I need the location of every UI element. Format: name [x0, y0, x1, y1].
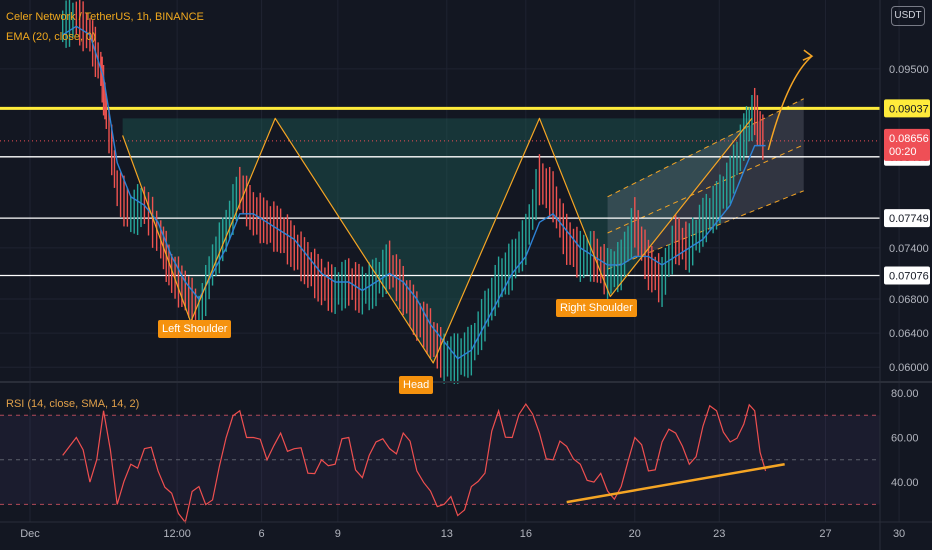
currency-button[interactable]: USDT: [891, 6, 925, 26]
rsi-tick-label: 80.00: [891, 388, 919, 400]
y-tick-label: 0.06400: [889, 328, 929, 340]
x-tick-label: Dec: [20, 528, 40, 540]
x-tick-label: 16: [520, 528, 532, 540]
y-tick-label: 0.06800: [889, 294, 929, 306]
rsi-trendline: [566, 463, 785, 504]
y-tick-label: 0.06000: [889, 362, 929, 374]
channel-area: [607, 98, 804, 270]
ema-legend[interactable]: EMA (20, close, 0): [6, 31, 96, 43]
level-tag: [884, 266, 930, 285]
symbol-legend[interactable]: Celer Network / TetherUS, 1h, BINANCE: [6, 11, 204, 23]
pattern-area: [122, 118, 752, 363]
x-tick-label: 30: [893, 528, 905, 540]
x-tick-label: 23: [713, 528, 725, 540]
rsi-line: [62, 402, 767, 524]
right-shoulder-label: Right Shoulder: [556, 299, 637, 317]
trend-channel: [607, 98, 804, 270]
x-tick-label: 13: [441, 528, 453, 540]
x-tick-label: 6: [259, 528, 265, 540]
rsi-tick-label: 60.00: [891, 433, 919, 445]
head-label: Head: [399, 376, 434, 394]
rsi-tick-label: 40.00: [891, 477, 919, 489]
last-price-label: 0.08656: [889, 133, 929, 145]
y-tick-label: 0.07400: [889, 243, 929, 255]
level-tag: [884, 99, 930, 118]
last-price-tag: [884, 128, 930, 161]
pattern-fill: [122, 118, 752, 363]
projection-arrow: [767, 55, 813, 151]
rsi-legend[interactable]: RSI (14, close, SMA, 14, 2): [6, 398, 140, 410]
projection-arrowhead: [802, 49, 814, 61]
price-series: [61, 0, 766, 385]
left-shoulder-label: Left Shoulder: [158, 320, 232, 338]
x-tick-label: 9: [335, 528, 341, 540]
level-tag: [884, 209, 930, 228]
level-tag-label: 0.07076: [889, 271, 929, 283]
countdown-label: 00:20: [889, 146, 917, 158]
x-tick-label: 20: [629, 528, 641, 540]
level-tag-label: 0.07749: [889, 213, 929, 225]
ema-line: [62, 25, 766, 360]
x-tick-label: 12:00: [163, 528, 191, 540]
y-tick-label: 0.09500: [889, 64, 929, 76]
channel-line: [607, 98, 804, 198]
rsi-panel: [0, 402, 880, 524]
level-tag-label: 0.09037: [889, 103, 929, 115]
x-tick-label: 27: [819, 528, 831, 540]
